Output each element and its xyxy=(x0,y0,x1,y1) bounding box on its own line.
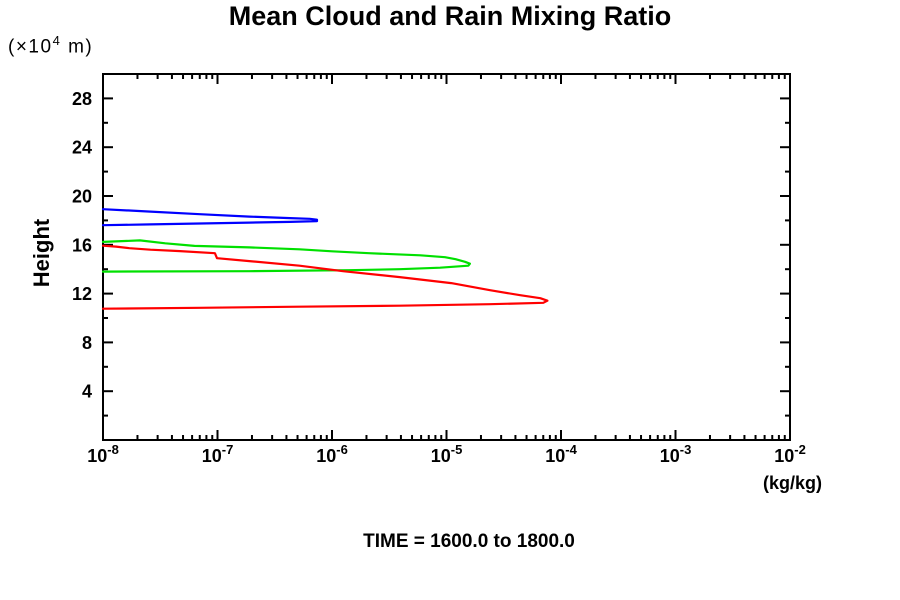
y-tick-label: 16 xyxy=(72,235,92,255)
curve-red-profile xyxy=(101,244,549,310)
y-tick-label: 12 xyxy=(72,284,92,304)
y-tick-label: 20 xyxy=(72,187,92,207)
y-tick-label: 24 xyxy=(72,138,92,158)
y-tick-label: 4 xyxy=(82,382,92,402)
x-tick-label: 10-4 xyxy=(545,442,577,466)
time-caption: TIME = 1600.0 to 1800.0 xyxy=(363,531,575,552)
x-tick-label: 10-7 xyxy=(202,442,234,466)
x-tick-label: 10-3 xyxy=(660,442,692,466)
curve-blue-profile xyxy=(101,208,319,227)
x-tick-label: 10-5 xyxy=(431,442,463,466)
y-axis-unit-label: (×104 m) xyxy=(8,33,94,58)
x-tick-label: 10-8 xyxy=(87,442,119,466)
x-tick-label: 10-6 xyxy=(316,442,348,466)
y-tick-label: 28 xyxy=(72,89,92,109)
chart-title: Mean Cloud and Rain Mixing Ratio xyxy=(228,1,672,31)
y-tick-label: 8 xyxy=(82,333,92,353)
curve-green-profile xyxy=(101,239,471,273)
x-axis-unit-label: (kg/kg) xyxy=(763,473,823,493)
x-tick-label: 10-2 xyxy=(774,442,806,466)
y-axis-label: Height xyxy=(29,218,54,288)
